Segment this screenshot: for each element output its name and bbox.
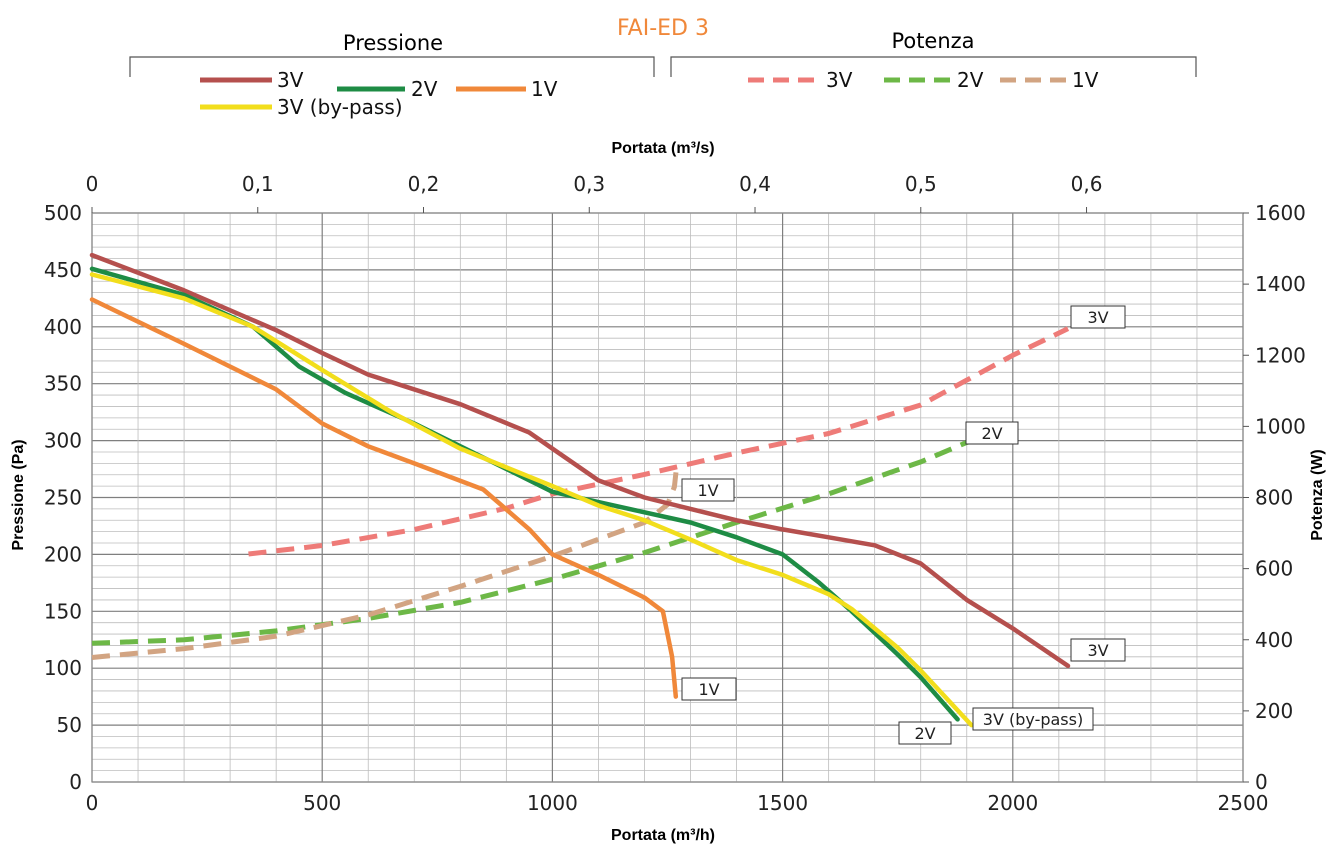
y-right-tick-label: 600 — [1255, 557, 1293, 581]
legend-label-pressione-2v: 2V — [411, 77, 438, 101]
x-top-tick-label: 0,1 — [242, 172, 274, 196]
data-label-box — [898, 721, 952, 745]
grid — [91, 212, 1244, 783]
legend-label-pressione-3v-by-pass: 3V (by-pass) — [277, 95, 403, 119]
legend-label-potenza-3v: 3V — [826, 68, 853, 92]
x-top-axis-title: Portata (m³/s) — [611, 140, 714, 157]
series-pressione-3v-by-pass — [89, 272, 974, 728]
data-label-box — [965, 421, 1019, 445]
data-label-box — [681, 677, 737, 701]
data-label-potenza-3v: 3V — [1087, 308, 1108, 327]
data-label-potenza-2v: 2V — [981, 424, 1002, 443]
data-label-box — [972, 707, 1094, 731]
y-right-tick-label: 1600 — [1255, 201, 1306, 225]
data-labels: 3V 2V 1V 3V 1V 2V 3V (by-pass) — [681, 305, 1126, 745]
y-left-tick-label: 300 — [44, 429, 82, 453]
x-top-tick-label: 0,4 — [739, 172, 771, 196]
y-left-tick-label: 450 — [44, 258, 82, 282]
legend-label-pressione-3v: 3V — [277, 68, 304, 92]
data-label-pressione-3v-by-pass: 3V (by-pass) — [983, 710, 1083, 729]
x-top-tick-label: 0 — [86, 172, 99, 196]
x-bottom-axis-title: Portata (m³/h) — [611, 827, 715, 844]
y-left-tick-label: 0 — [69, 770, 82, 794]
x-bottom-tick-label: 1000 — [527, 791, 578, 815]
x-bottom-tick-label: 2500 — [1218, 791, 1269, 815]
y-left-tick-label: 200 — [44, 542, 82, 566]
series-potenza-1v — [91, 465, 680, 660]
x-top-tick-label: 0,6 — [1071, 172, 1103, 196]
data-label-potenza-1v: 1V — [697, 481, 718, 500]
y-left-tick-label: 400 — [44, 315, 82, 339]
data-label-pressione-1v: 1V — [698, 680, 719, 699]
legend-group-potenza: Potenza — [891, 29, 974, 53]
series-group — [89, 252, 1071, 728]
x-bottom-tick-label: 500 — [303, 791, 341, 815]
legend-bracket-pressione — [129, 56, 655, 77]
data-label-box — [1070, 305, 1126, 329]
legend: 3V 2V 1V 3V (by-pass) 3V 2V 1V — [129, 56, 1197, 119]
plot-frame — [91, 207, 1249, 783]
y-left-tick-label: 50 — [57, 713, 82, 737]
y-right-tick-label: 800 — [1255, 486, 1293, 510]
y-right-tick-label: 200 — [1255, 699, 1293, 723]
series-potenza-3v — [248, 326, 1070, 557]
x-top-tick-label: 0,2 — [408, 172, 440, 196]
legend-label-potenza-2v: 2V — [957, 68, 984, 92]
data-label-box — [681, 478, 735, 502]
series-pressione-2v — [89, 266, 960, 722]
y-left-tick-label: 350 — [44, 372, 82, 396]
y-right-tick-label: 1000 — [1255, 414, 1306, 438]
y-right-tick-label: 0 — [1255, 770, 1268, 794]
legend-label-pressione-1v: 1V — [531, 77, 558, 101]
x-top-tick-label: 0,3 — [573, 172, 605, 196]
x-bottom-tick-label: 1500 — [757, 791, 808, 815]
y-right-axis-title: Potenza (W) — [1309, 449, 1326, 541]
data-label-box — [1070, 638, 1126, 662]
legend-bracket-potenza — [670, 56, 1197, 77]
x-bottom-tick-label: 0 — [86, 791, 99, 815]
data-label-pressione-3v: 3V — [1087, 641, 1108, 660]
y-right-tick-label: 400 — [1255, 628, 1293, 652]
legend-label-potenza-1v: 1V — [1072, 68, 1099, 92]
y-left-axis-title: Pressione (Pa) — [10, 439, 27, 550]
data-label-pressione-2v: 2V — [914, 724, 935, 743]
x-top-tick-label: 0,5 — [905, 172, 937, 196]
series-potenza-2v — [91, 429, 1009, 646]
x-bottom-tick-label: 2000 — [987, 791, 1038, 815]
chart-title: FAI-ED 3 — [617, 16, 709, 41]
y-right-tick-label: 1200 — [1255, 343, 1306, 367]
y-left-tick-label: 100 — [44, 656, 82, 680]
legend-group-pressione: Pressione — [343, 31, 443, 55]
y-left-tick-label: 500 — [44, 201, 82, 225]
y-left-tick-label: 150 — [44, 599, 82, 623]
series-pressione-1v — [89, 297, 679, 699]
y-left-tick-label: 250 — [44, 486, 82, 510]
series-pressione-3v — [89, 252, 1071, 669]
y-right-tick-label: 1400 — [1255, 272, 1306, 296]
